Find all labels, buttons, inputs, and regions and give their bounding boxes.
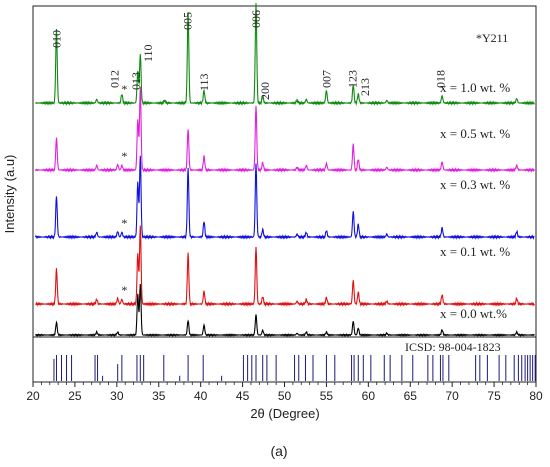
peak-label: 213 bbox=[358, 78, 372, 96]
series-layer: x = 1.0 wt. % x = 0.5 wt. % x = 0.3 wt. % x… bbox=[34, 3, 535, 337]
peak-label: 012 bbox=[107, 70, 121, 88]
series-1: x = 1.0 wt. % bbox=[35, 3, 535, 106]
x-tick-label: 65 bbox=[404, 389, 418, 403]
impurity-note: *Y211 bbox=[476, 31, 508, 45]
plot-frame bbox=[32, 5, 537, 383]
x-tick-label: 20 bbox=[26, 389, 40, 403]
peak-label: 010 bbox=[49, 30, 63, 48]
x-tick-label: 55 bbox=[320, 389, 334, 403]
series-5: x = 0.0 wt.% bbox=[35, 284, 535, 337]
peak-label: 007 bbox=[319, 70, 333, 88]
peak-label: 200 bbox=[258, 82, 272, 100]
x-tick-label: 25 bbox=[68, 389, 82, 403]
series-line bbox=[35, 284, 535, 337]
series-label: x = 0.5 wt. % bbox=[440, 126, 510, 141]
impurity-marker: * bbox=[121, 82, 127, 96]
x-axis-ticks: 20 25 30 35 40 45 50 55 60 65 70 75 80 bbox=[26, 382, 543, 403]
series-label: x = 1.0 wt. % bbox=[440, 80, 510, 95]
x-tick-label: 75 bbox=[487, 389, 501, 403]
series-line bbox=[35, 3, 535, 106]
series-4: x = 0.1 wt. % bbox=[35, 225, 535, 307]
peak-label: 013 bbox=[129, 72, 143, 90]
series-line bbox=[34, 86, 535, 173]
x-tick-label: 40 bbox=[194, 389, 208, 403]
x-tick-label: 80 bbox=[529, 389, 543, 403]
series-label: x = 0.3 wt. % bbox=[440, 177, 510, 192]
x-tick-label: 45 bbox=[236, 389, 250, 403]
x-tick-label: 70 bbox=[445, 389, 459, 403]
peak-label: 123 bbox=[345, 70, 359, 88]
x-tick-label: 50 bbox=[278, 389, 292, 403]
x-axis-title: 2θ (Degree) bbox=[250, 406, 319, 421]
series-2: x = 0.5 wt. % bbox=[34, 86, 535, 173]
y-axis-title: Intensity (a.u) bbox=[2, 155, 17, 234]
series-3: x = 0.3 wt. % bbox=[35, 155, 535, 240]
peak-label: 110 bbox=[141, 44, 155, 62]
reference-label: ICSD: 98-004-1823 bbox=[405, 340, 501, 354]
impurity-marker: * bbox=[121, 149, 127, 163]
x-tick-label: 30 bbox=[110, 389, 124, 403]
series-line bbox=[35, 225, 535, 307]
peak-label: 018 bbox=[433, 70, 447, 88]
series-label: x = 0.1 wt. % bbox=[440, 244, 510, 259]
impurity-marker: * bbox=[121, 216, 127, 230]
impurity-marker: * bbox=[121, 283, 127, 297]
x-tick-label: 60 bbox=[362, 389, 376, 403]
panel-label: (a) bbox=[270, 443, 287, 459]
series-line bbox=[35, 155, 535, 240]
peak-label: 005 bbox=[180, 12, 194, 30]
peak-label: 113 bbox=[197, 73, 211, 91]
peak-label: 006 bbox=[249, 10, 263, 28]
reference-panel bbox=[33, 336, 536, 381]
series-label: x = 0.0 wt.% bbox=[440, 306, 507, 321]
x-tick-label: 35 bbox=[152, 389, 166, 403]
